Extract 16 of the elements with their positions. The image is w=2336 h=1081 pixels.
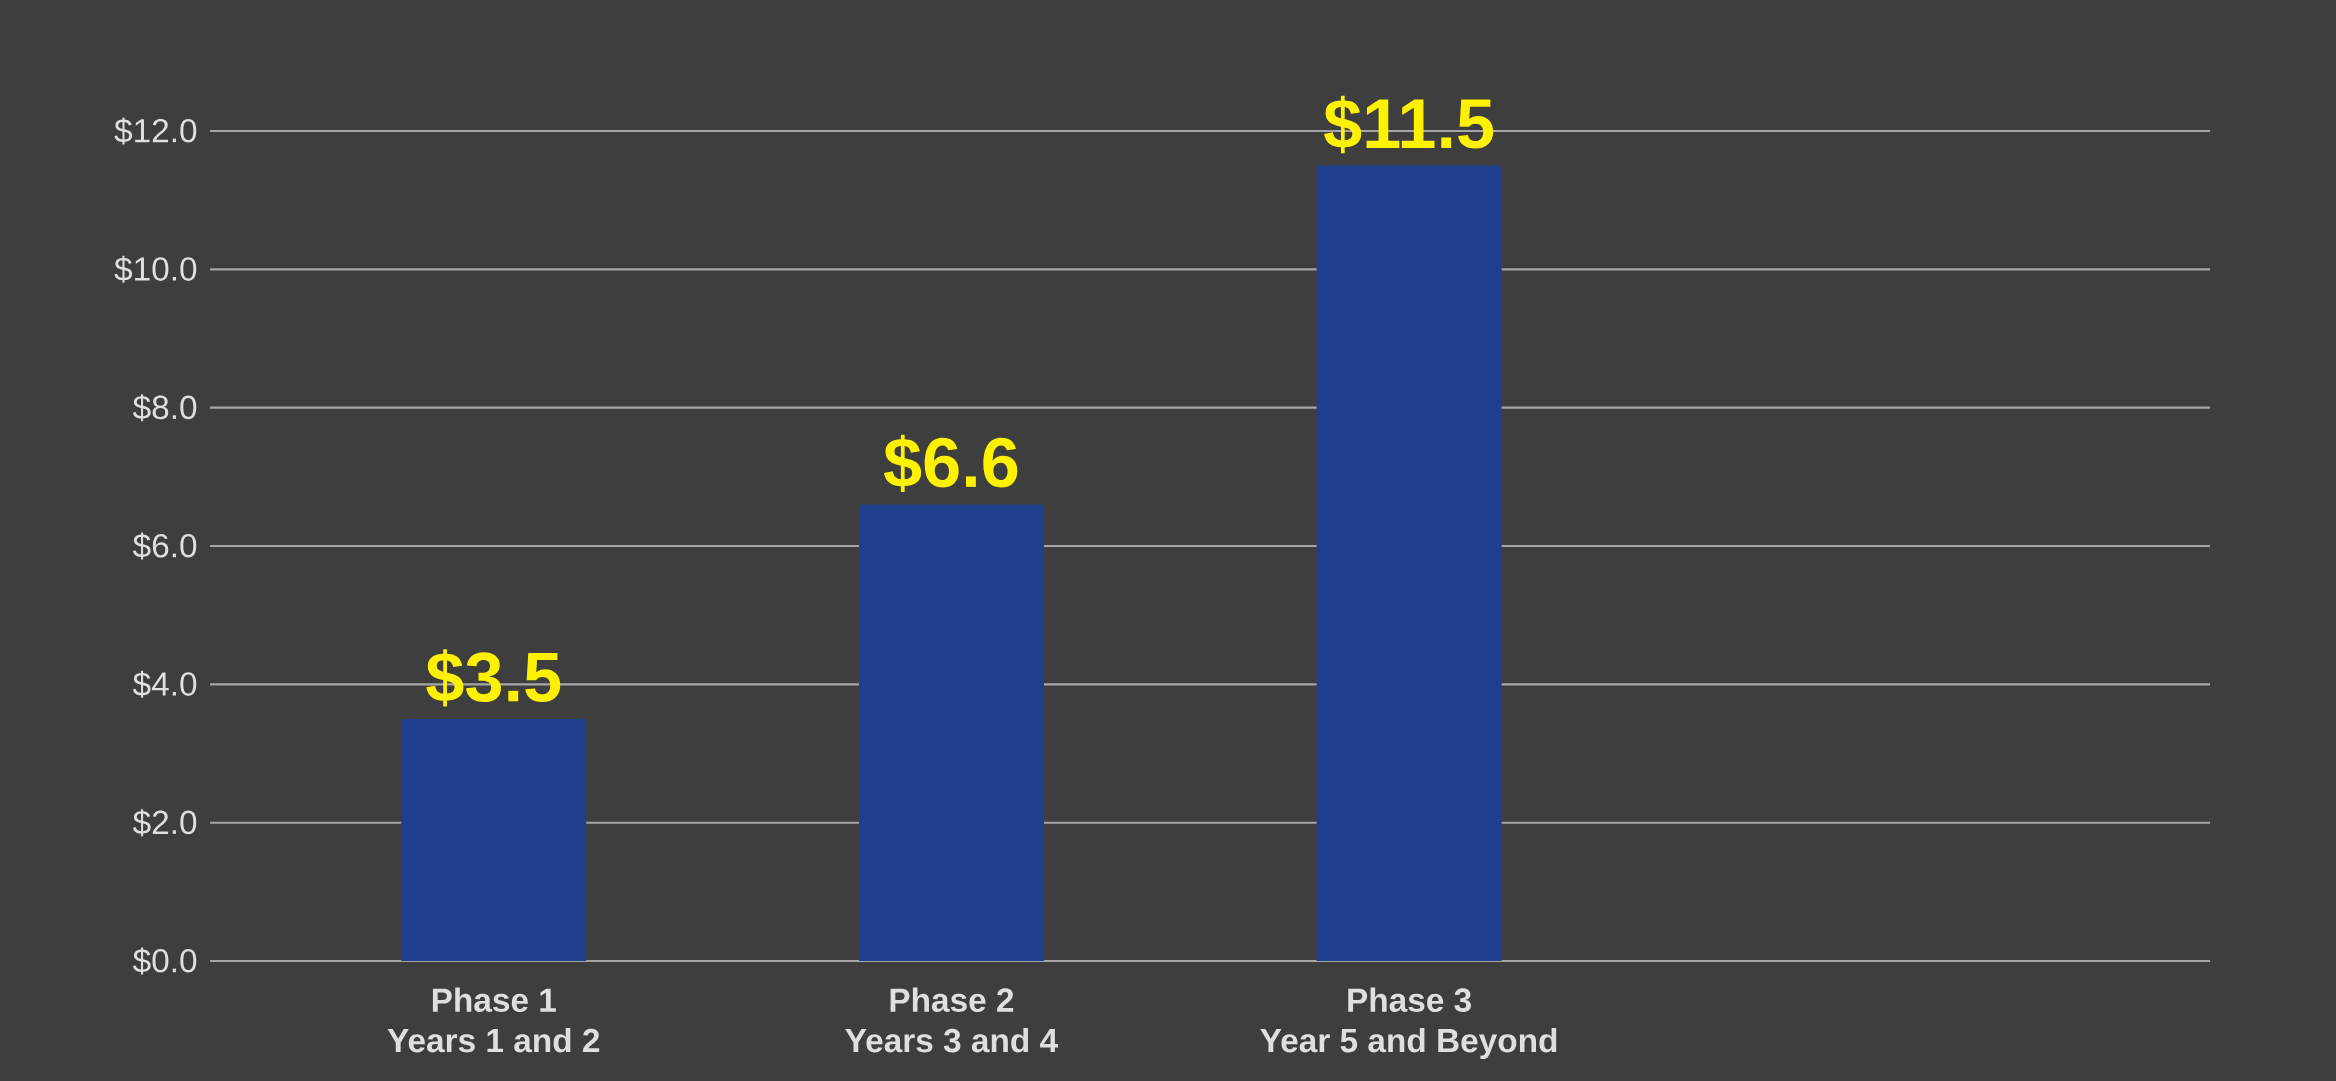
y-tick-label: $6.0 <box>132 532 197 560</box>
y-tick-label: $10.0 <box>114 255 197 283</box>
data-label: $3.5 <box>426 649 561 707</box>
bar <box>401 718 587 962</box>
y-tick-label: $2.0 <box>132 809 197 837</box>
data-label: $11.5 <box>1324 95 1494 154</box>
y-tick-label: $0.0 <box>132 947 197 975</box>
x-tick-label: Phase 3 Year 5 and Beyond <box>1260 987 1557 1060</box>
y-tick-label: $8.0 <box>132 394 197 422</box>
x-tick-label: Phase 2 Years 3 and 4 <box>845 987 1058 1053</box>
y-tick-label: $4.0 <box>132 670 197 698</box>
bar <box>858 504 1044 962</box>
data-label: $6.6 <box>883 434 1018 493</box>
y-tick-label: $12.0 <box>114 117 197 145</box>
x-tick-label: Phase 1 Years 1 and 2 <box>387 987 600 1053</box>
bar <box>1316 165 1502 962</box>
